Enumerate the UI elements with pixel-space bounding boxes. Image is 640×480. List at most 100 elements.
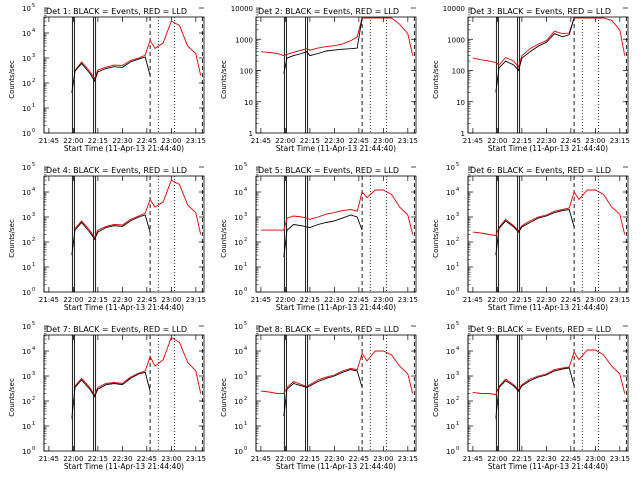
x-tick-label: 22:15 — [300, 137, 320, 145]
x-tick-label: 23:15 — [398, 455, 418, 463]
plot-frame — [43, 175, 205, 293]
y-tick-label-exponent: 2 — [456, 396, 459, 402]
y-tick-label-exponent: 1 — [456, 421, 459, 427]
y-tick-label: 10 — [446, 423, 455, 431]
y-tick-label-exponent: 2 — [456, 237, 459, 243]
x-tick-label: 21:45 — [251, 296, 271, 304]
x-tick-label: 22:30 — [324, 296, 344, 304]
chart-panel: Det 3: BLACK = Events, RED = LLD 1 10 100 10… — [432, 5, 630, 153]
x-tick-label: 22:30 — [536, 296, 556, 304]
y-tick-label-exponent: 0 — [456, 287, 459, 293]
x-tick-label: 22:00 — [487, 455, 507, 463]
y-tick-label: 100 — [452, 68, 465, 76]
y-tick-label: 1000 — [447, 36, 465, 44]
x-tick-label: 23:15 — [398, 137, 418, 145]
y-tick-label-exponent: 4 — [32, 28, 35, 34]
series-lld-line — [472, 17, 626, 68]
x-tick-label: 22:30 — [536, 455, 556, 463]
y-tick-label-exponent: 2 — [244, 237, 247, 243]
x-tick-label: 21:45 — [251, 455, 271, 463]
y-tick-label-exponent: 5 — [456, 162, 459, 168]
y-tick-label: 10 — [234, 164, 243, 172]
y-axis-label: Counts/sec — [220, 60, 228, 99]
x-tick-label: 22:30 — [112, 137, 132, 145]
y-tick-label-exponent: 4 — [456, 346, 459, 352]
y-tick-label: 10 — [456, 99, 465, 107]
x-tick-label: 22:45 — [349, 296, 369, 304]
y-tick-label: 10 — [22, 214, 31, 222]
chart-title: Det 3: BLACK = Events, RED = LLD — [470, 7, 611, 16]
y-tick-label-exponent: 4 — [456, 187, 459, 193]
y-tick-label: 10 — [234, 348, 243, 356]
chart-title: Det 7: BLACK = Events, RED = LLD — [46, 325, 187, 334]
x-tick-label: 22:30 — [536, 137, 556, 145]
x-tick-label: 22:30 — [324, 455, 344, 463]
x-tick-label: 21:45 — [39, 455, 59, 463]
y-tick-label: 10 — [234, 264, 243, 272]
x-tick-label: 23:00 — [373, 137, 393, 145]
y-tick-label-exponent: 4 — [244, 187, 247, 193]
x-axis-label: Start Time (11-Apr-13 21:44:40) — [276, 303, 396, 312]
y-tick-label: 10 — [234, 423, 243, 431]
y-tick-label: 10 — [234, 323, 243, 331]
y-tick-label-exponent: 1 — [32, 262, 35, 268]
y-tick-label-exponent: 3 — [244, 371, 247, 377]
series-events-line — [71, 214, 151, 256]
y-axis-label: Counts/sec — [432, 60, 440, 99]
x-tick-label: 22:00 — [63, 455, 83, 463]
series-events-line — [283, 214, 363, 258]
chart-panel: Det 2: BLACK = Events, RED = LLD 1 10 100 10… — [220, 5, 418, 153]
chart-title: Det 4: BLACK = Events, RED = LLD — [46, 166, 187, 175]
y-tick-label: 10 — [234, 398, 243, 406]
chart-title: Det 1: BLACK = Events, RED = LLD — [46, 7, 187, 16]
y-tick-label: 10 — [446, 373, 455, 381]
series-lld-line — [472, 349, 626, 396]
y-tick-label: 10 — [446, 323, 455, 331]
x-axis-label: Start Time (11-Apr-13 21:44:40) — [64, 462, 184, 471]
x-tick-label: 22:15 — [512, 137, 532, 145]
x-tick-label: 22:15 — [300, 455, 320, 463]
x-tick-label: 21:45 — [39, 137, 59, 145]
series-lld-line — [260, 189, 414, 235]
y-tick-label: 10 — [234, 289, 243, 297]
y-tick-label: 10 — [22, 289, 31, 297]
y-tick-label: 10 — [234, 373, 243, 381]
x-tick-label: 22:00 — [487, 296, 507, 304]
x-axis-label: Start Time (11-Apr-13 21:44:40) — [276, 462, 396, 471]
y-tick-label-exponent: 4 — [32, 346, 35, 352]
y-tick-label: 10 — [22, 55, 31, 63]
series-events-line — [71, 371, 151, 419]
y-tick-label: 1000 — [235, 36, 253, 44]
x-tick-label: 21:45 — [39, 296, 59, 304]
y-tick-label: 10 — [446, 164, 455, 172]
y-tick-label: 10 — [446, 189, 455, 197]
y-tick-label: 10 — [234, 214, 243, 222]
x-tick-label: 23:00 — [585, 137, 605, 145]
y-tick-label-exponent: 1 — [456, 262, 459, 268]
y-tick-label-exponent: 3 — [456, 371, 459, 377]
x-axis-label: Start Time (11-Apr-13 21:44:40) — [488, 462, 608, 471]
x-tick-label: 22:45 — [137, 137, 157, 145]
chart-title: Det 9: BLACK = Events, RED = LLD — [470, 325, 611, 334]
series-events-line — [283, 369, 363, 417]
series-lld-line — [260, 350, 414, 394]
plot-frame — [43, 334, 205, 452]
y-tick-label: 10 — [22, 448, 31, 456]
x-tick-label: 22:00 — [487, 137, 507, 145]
series-lld-line — [472, 189, 626, 237]
y-tick-label: 10 — [446, 289, 455, 297]
y-tick-label-exponent: 5 — [32, 321, 35, 327]
plot-frame — [255, 334, 417, 452]
x-tick-label: 22:45 — [561, 296, 581, 304]
x-tick-label: 22:00 — [63, 296, 83, 304]
y-tick-label: 10 — [22, 189, 31, 197]
y-tick-label: 10 — [22, 398, 31, 406]
y-tick-label: 10 — [446, 214, 455, 222]
y-axis-label: Counts/sec — [8, 60, 16, 99]
y-axis-label: Counts/sec — [8, 378, 16, 417]
y-tick-label-exponent: 5 — [32, 3, 35, 9]
y-tick-label-exponent: 2 — [32, 237, 35, 243]
